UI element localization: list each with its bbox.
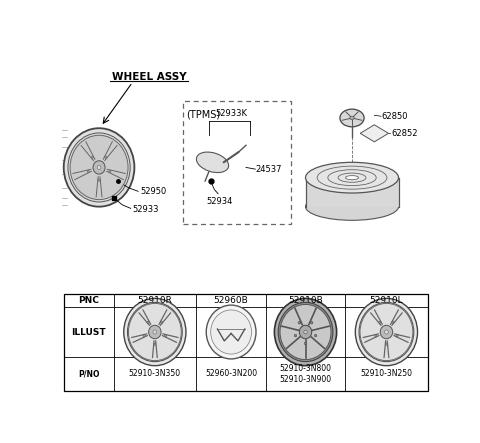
Ellipse shape: [68, 133, 130, 202]
Ellipse shape: [211, 310, 252, 354]
Ellipse shape: [275, 299, 336, 365]
Polygon shape: [360, 125, 388, 142]
Text: WHEEL ASSY: WHEEL ASSY: [112, 72, 187, 82]
Text: 62850: 62850: [382, 112, 408, 121]
Ellipse shape: [379, 321, 381, 323]
Ellipse shape: [105, 156, 107, 158]
Ellipse shape: [359, 303, 414, 361]
Text: 52934: 52934: [207, 197, 233, 206]
Text: 24537: 24537: [255, 165, 282, 174]
Text: 52960-3N200: 52960-3N200: [205, 369, 257, 378]
Text: PNC: PNC: [78, 296, 99, 305]
Ellipse shape: [97, 165, 101, 169]
Text: 52910L: 52910L: [370, 296, 403, 305]
Ellipse shape: [64, 128, 134, 206]
Ellipse shape: [306, 162, 398, 193]
Ellipse shape: [294, 334, 297, 337]
Ellipse shape: [196, 152, 228, 173]
Text: 52910R: 52910R: [137, 296, 172, 305]
Ellipse shape: [143, 334, 145, 337]
Text: 52910B: 52910B: [288, 296, 323, 305]
Ellipse shape: [350, 116, 354, 120]
Ellipse shape: [340, 109, 364, 127]
Ellipse shape: [91, 156, 94, 158]
Bar: [64, 294, 428, 391]
Ellipse shape: [306, 193, 398, 220]
Text: 52910-3N250: 52910-3N250: [360, 369, 412, 378]
Ellipse shape: [355, 299, 418, 365]
Ellipse shape: [384, 330, 388, 334]
Ellipse shape: [93, 161, 105, 174]
Ellipse shape: [280, 304, 331, 360]
Ellipse shape: [160, 321, 163, 323]
Ellipse shape: [70, 135, 128, 200]
Ellipse shape: [129, 303, 181, 361]
Text: 52910-3N350: 52910-3N350: [129, 369, 181, 378]
Ellipse shape: [87, 170, 89, 172]
Text: (TPMS): (TPMS): [186, 109, 221, 120]
Ellipse shape: [380, 325, 393, 339]
Text: 52960B: 52960B: [214, 296, 249, 305]
Polygon shape: [305, 178, 398, 206]
Ellipse shape: [165, 334, 167, 337]
Ellipse shape: [206, 305, 256, 359]
Ellipse shape: [109, 170, 111, 172]
Ellipse shape: [298, 322, 300, 324]
Ellipse shape: [154, 343, 156, 345]
Text: 52933K: 52933K: [215, 109, 247, 118]
Ellipse shape: [375, 334, 377, 337]
Ellipse shape: [304, 342, 307, 345]
Ellipse shape: [153, 330, 157, 334]
Ellipse shape: [98, 179, 100, 181]
Text: 62852: 62852: [391, 129, 418, 138]
Text: ILLUST: ILLUST: [72, 327, 106, 337]
Text: 52933: 52933: [132, 205, 159, 214]
Ellipse shape: [392, 321, 394, 323]
Text: 52950: 52950: [140, 187, 166, 197]
Ellipse shape: [360, 303, 413, 361]
Ellipse shape: [149, 325, 161, 339]
Ellipse shape: [278, 303, 333, 361]
Ellipse shape: [396, 334, 398, 337]
Text: 52910-3N800
52910-3N900: 52910-3N800 52910-3N900: [279, 364, 332, 384]
Text: P/NO: P/NO: [78, 369, 99, 378]
Ellipse shape: [314, 334, 317, 337]
Ellipse shape: [346, 175, 359, 180]
Ellipse shape: [311, 322, 313, 324]
Ellipse shape: [147, 321, 149, 323]
Ellipse shape: [128, 303, 182, 361]
Ellipse shape: [304, 330, 307, 334]
Ellipse shape: [385, 343, 387, 345]
Ellipse shape: [300, 325, 312, 339]
Ellipse shape: [124, 299, 186, 365]
